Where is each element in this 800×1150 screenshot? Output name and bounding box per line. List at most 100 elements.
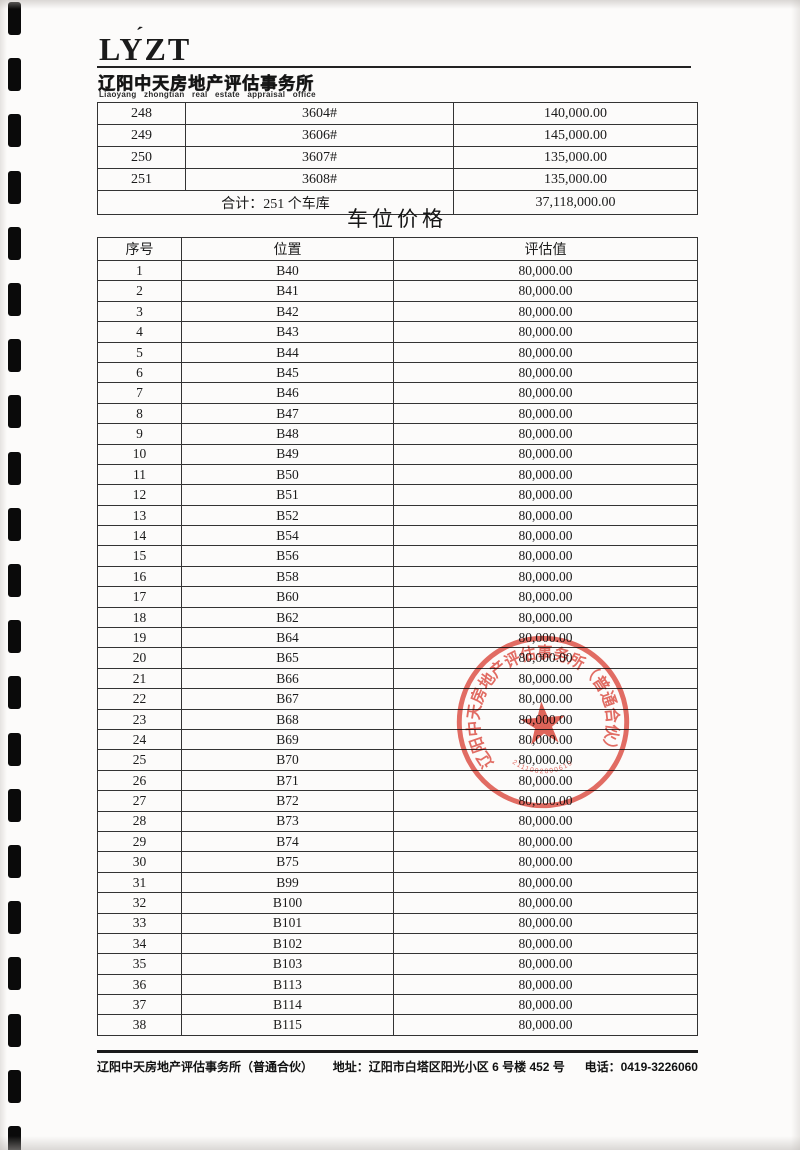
parking-location: B114 — [181, 994, 394, 1016]
parking-row-number: 29 — [97, 830, 182, 853]
parking-row-number: 17 — [97, 586, 182, 608]
parking-location: B101 — [181, 912, 394, 934]
parking-location: B60 — [181, 586, 394, 608]
parking-row-number: 37 — [97, 994, 182, 1016]
parking-location: B73 — [181, 810, 394, 832]
table-row: 2 B41 80,000.00 — [97, 280, 698, 302]
table-row: 248 3604# 140,000.00 — [97, 102, 698, 125]
parking-value: 80,000.00 — [393, 647, 698, 669]
logo-text: LYZT — [99, 31, 192, 67]
parking-location: B62 — [181, 606, 394, 629]
header-cell-index: 序号 — [97, 237, 182, 261]
parking-location: B41 — [181, 280, 394, 302]
binding-hole-mark — [8, 564, 21, 597]
parking-row-number: 12 — [97, 484, 182, 506]
parking-location: B45 — [181, 361, 394, 384]
table-row: 19 B64 80,000.00 — [97, 627, 698, 649]
parking-row-number: 10 — [97, 443, 182, 465]
parking-location: B54 — [181, 525, 394, 547]
table-row: 10 B49 80,000.00 — [97, 443, 698, 465]
parking-location: B56 — [181, 545, 394, 567]
binding-hole-mark — [8, 1126, 21, 1150]
parking-value: 80,000.00 — [393, 912, 698, 934]
footer-phone: 电话：0419-3226060 — [584, 1060, 698, 1074]
parking-value: 80,000.00 — [393, 1014, 698, 1036]
garage-value: 145,000.00 — [453, 124, 698, 147]
table-row: 24 B69 80,000.00 — [97, 728, 698, 751]
parking-value: 80,000.00 — [393, 973, 698, 996]
table-row: 35 B103 80,000.00 — [97, 953, 698, 975]
parking-value: 80,000.00 — [393, 382, 698, 404]
table-row: 28 B73 80,000.00 — [97, 810, 698, 832]
binding-hole-mark — [8, 451, 21, 485]
parking-row-number: 33 — [97, 912, 182, 934]
parking-value: 80,000.00 — [393, 667, 698, 690]
parking-location: B99 — [181, 871, 394, 894]
parking-value: 80,000.00 — [393, 504, 698, 527]
parking-value: 80,000.00 — [393, 851, 698, 873]
garage-value: 135,000.00 — [453, 146, 698, 169]
parking-row-number: 16 — [97, 565, 182, 588]
section-title: 车位价格 — [347, 207, 447, 231]
parking-location: B47 — [181, 402, 394, 425]
garage-table-body: 248 3604# 140,000.00 249 3606# 145,000.00 250 3… — [97, 102, 698, 191]
table-row: 22 B67 80,000.00 — [97, 688, 698, 710]
parking-row-number: 34 — [97, 932, 182, 955]
letterhead-rule — [97, 66, 691, 68]
parking-row-number: 11 — [97, 463, 182, 486]
table-row: 32 B100 80,000.00 — [97, 892, 698, 914]
parking-location: B74 — [181, 830, 394, 853]
binding-hole-mark — [8, 676, 21, 710]
binding-hole-mark — [8, 2, 21, 35]
parking-row-number: 30 — [97, 851, 182, 873]
garage-location: 3604# — [185, 102, 454, 125]
parking-row-number: 23 — [97, 708, 182, 730]
parking-location: B50 — [181, 463, 394, 486]
parking-value: 80,000.00 — [393, 830, 698, 853]
parking-value: 80,000.00 — [393, 463, 698, 486]
table-row: 250 3607# 135,000.00 — [97, 146, 698, 169]
parking-row-number: 22 — [97, 688, 182, 710]
table-row: 4 B43 80,000.00 — [97, 321, 698, 343]
parking-row-number: 31 — [97, 871, 182, 894]
parking-location: B44 — [181, 341, 394, 363]
parking-location: B52 — [181, 504, 394, 527]
parking-row-number: 36 — [97, 973, 182, 996]
parking-row-number: 26 — [97, 769, 182, 792]
parking-value: 80,000.00 — [393, 871, 698, 894]
table-row: 37 B114 80,000.00 — [97, 994, 698, 1016]
garage-value: 135,000.00 — [453, 168, 698, 191]
table-row: 33 B101 80,000.00 — [97, 912, 698, 934]
parking-table-body: 1 B40 80,000.00 2 B41 80,000.00 3 B42 80,000.00 4… — [97, 259, 698, 1036]
parking-value: 80,000.00 — [393, 790, 698, 812]
parking-row-number: 9 — [97, 423, 182, 445]
table-row: 3 B42 80,000.00 — [97, 300, 698, 323]
table-row: 15 B56 80,000.00 — [97, 545, 698, 567]
parking-value: 80,000.00 — [393, 565, 698, 588]
table-row: 7 B46 80,000.00 — [97, 382, 698, 404]
table-row: 11 B50 80,000.00 — [97, 463, 698, 486]
parking-row-number: 6 — [97, 361, 182, 384]
parking-row-number: 28 — [97, 810, 182, 832]
parking-location: B69 — [181, 728, 394, 751]
parking-location: B46 — [181, 382, 394, 404]
table-row: 18 B62 80,000.00 — [97, 606, 698, 629]
parking-row-number: 32 — [97, 892, 182, 914]
parking-location: B48 — [181, 423, 394, 445]
table-row: 5 B44 80,000.00 — [97, 341, 698, 363]
binding-hole-mark — [8, 58, 21, 92]
parking-value: 80,000.00 — [393, 810, 698, 832]
garage-price-table: 248 3604# 140,000.00 249 3606# 145,000.00 250 3… — [97, 102, 698, 215]
binding-hole-mark — [8, 1013, 21, 1047]
table-row: 20 B65 80,000.00 — [97, 647, 698, 669]
parking-value: 80,000.00 — [393, 953, 698, 975]
binding-hole-mark — [8, 283, 21, 316]
binding-hole-mark — [8, 901, 21, 935]
table-row: 17 B60 80,000.00 — [97, 586, 698, 608]
garage-row-number: 251 — [97, 168, 186, 191]
parking-value: 80,000.00 — [393, 321, 698, 343]
table-row: 6 B45 80,000.00 — [97, 361, 698, 384]
table-row: 38 B115 80,000.00 — [97, 1014, 698, 1036]
binding-strip — [0, 0, 30, 1150]
parking-value: 80,000.00 — [393, 994, 698, 1016]
